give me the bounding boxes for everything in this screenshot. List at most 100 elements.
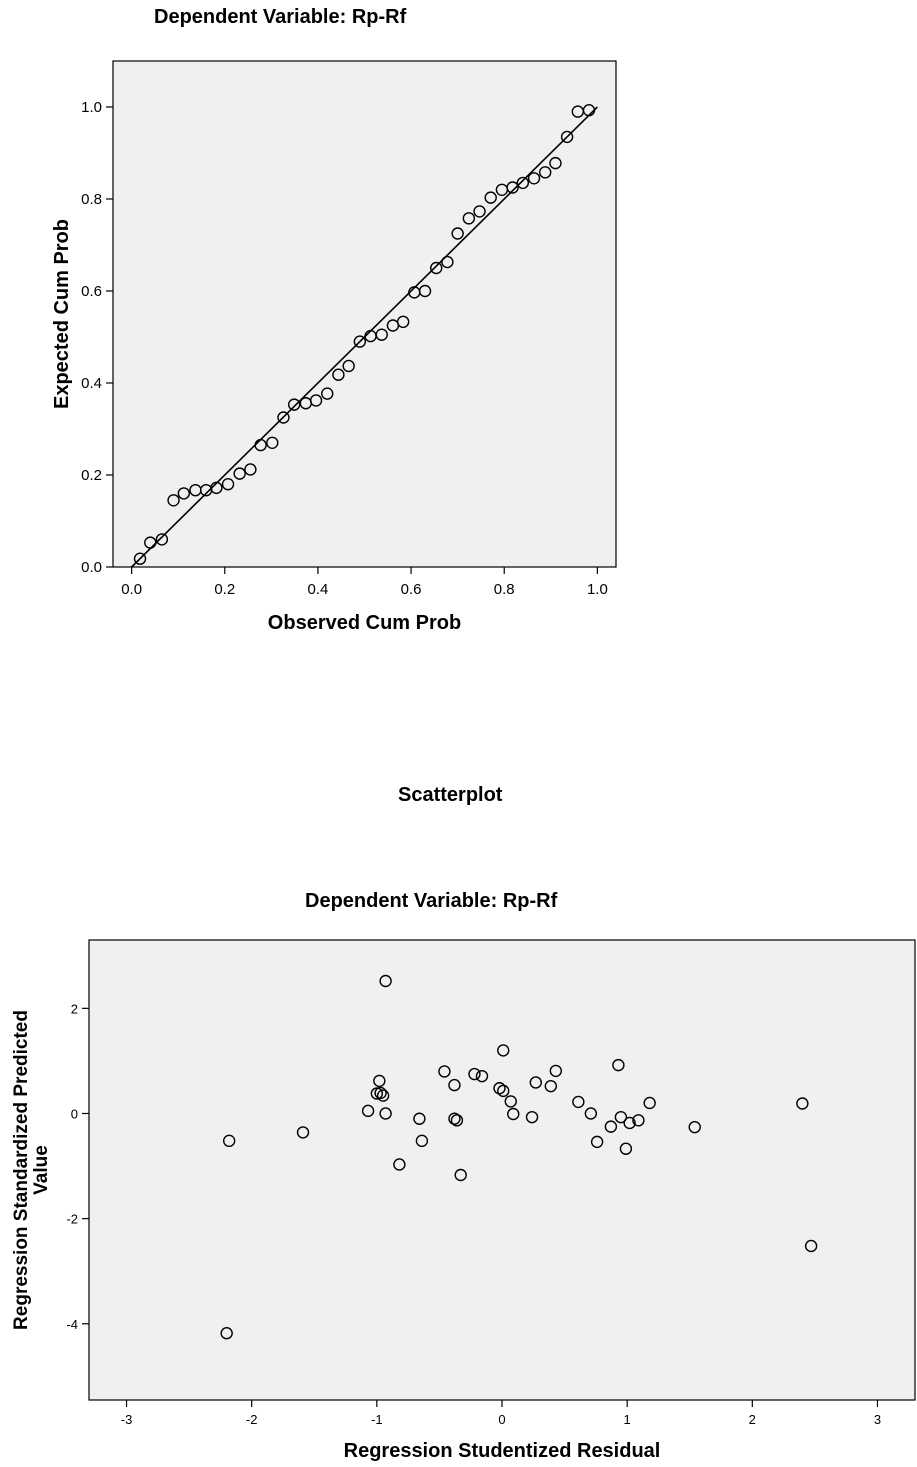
sc-x-tick-label: 3	[874, 1412, 881, 1427]
sc-y-tick-label: 2	[71, 1001, 78, 1016]
sc-x-tick-label: 0	[498, 1412, 505, 1427]
pp-x-tick-label: 0.4	[307, 581, 328, 598]
pp-point	[342, 359, 355, 373]
sc-y-axis-label-line2: Value	[31, 1145, 52, 1195]
sc-y-tick-label: -4	[66, 1317, 78, 1332]
sc-point	[529, 1076, 542, 1089]
pp-point	[516, 176, 530, 190]
sc-point	[475, 1069, 489, 1083]
sc-point	[379, 974, 392, 988]
sc-point	[796, 1097, 809, 1110]
pp-point	[430, 261, 443, 275]
pp-x-tick-label: 0.8	[494, 581, 515, 598]
sc-point	[450, 1114, 464, 1127]
sc-point	[549, 1064, 563, 1078]
chart2-title: Dependent Variable: Rp-Rf	[305, 890, 558, 912]
pp-point	[155, 533, 169, 546]
pp-point	[277, 411, 290, 424]
sc-x-tick-label: -1	[371, 1412, 383, 1427]
chart1-title: Dependent Variable: Rp-Rf	[154, 6, 407, 28]
pp-point	[396, 315, 410, 329]
pp-point	[539, 166, 552, 179]
sc-point	[688, 1120, 701, 1134]
sc-x-axis-label: Regression Studentized Residual	[344, 1440, 661, 1462]
pp-point	[233, 467, 246, 480]
sc-point	[544, 1079, 558, 1093]
sc-plot-area	[88, 939, 916, 1401]
pp-y-tick-label: 0.2	[81, 467, 102, 484]
sc-point	[222, 1134, 236, 1148]
pp-point	[309, 394, 323, 407]
pp-point	[221, 478, 235, 491]
pp-point	[133, 552, 147, 565]
pp-point	[210, 481, 223, 495]
pp-plot: 0.0 0.2 0.4 0.6 0.8 1.0 0.0 0.2 0.4 0.6 0.8 1.0 Obse…	[51, 60, 617, 634]
sc-point	[572, 1095, 585, 1109]
pp-point	[462, 212, 476, 225]
sc-x-tick-label: 1	[624, 1412, 631, 1427]
pp-point	[321, 387, 334, 400]
chart2-heading: Scatterplot	[398, 784, 503, 806]
pp-point	[549, 156, 562, 170]
sc-point	[220, 1327, 233, 1340]
sc-point	[448, 1078, 461, 1092]
sc-point	[504, 1095, 517, 1108]
pp-point	[144, 536, 157, 549]
sc-point	[438, 1065, 451, 1078]
sc-point	[296, 1126, 310, 1139]
sc-point	[370, 1087, 384, 1100]
pp-point	[484, 191, 497, 204]
pp-y-tick-label: 1.0	[81, 99, 102, 116]
pp-point	[177, 487, 190, 500]
sc-point	[454, 1168, 467, 1182]
sc-point	[604, 1120, 618, 1133]
sc-x-tick-label: 2	[749, 1412, 756, 1427]
sc-point	[623, 1116, 636, 1130]
pp-x-tick-label: 1.0	[587, 581, 608, 598]
pp-point	[244, 463, 257, 476]
pp-x-tick-label: 0.0	[121, 581, 142, 598]
sc-point	[376, 1089, 390, 1102]
pp-y-tick-label: 0.0	[81, 559, 102, 576]
pp-point	[441, 255, 454, 269]
pp-point	[353, 335, 367, 348]
pp-point	[254, 438, 267, 452]
sc-point	[497, 1044, 510, 1057]
sc-point	[361, 1104, 375, 1118]
sc-point	[497, 1084, 510, 1098]
pp-point	[506, 181, 519, 194]
pp-point	[167, 494, 180, 507]
pp-x-tick-label: 0.6	[401, 581, 422, 598]
pp-plot-area	[112, 60, 617, 568]
pp-y-axis-label: Expected Cum Prob	[51, 219, 73, 409]
pp-x-axis-label: Observed Cum Prob	[268, 612, 461, 634]
sc-point	[468, 1067, 481, 1081]
sc-point	[614, 1110, 628, 1124]
sc-x-tick-label: -3	[121, 1412, 133, 1427]
sc-point	[804, 1239, 818, 1253]
pp-point	[582, 104, 596, 117]
sc-point	[415, 1134, 429, 1148]
sc-y-tick-label: -2	[66, 1212, 78, 1227]
sc-point	[584, 1107, 598, 1120]
sc-y-tick-label: 0	[71, 1106, 78, 1121]
sc-point	[590, 1135, 604, 1149]
pp-point	[375, 328, 388, 341]
sc-point	[413, 1112, 426, 1125]
pp-point	[266, 436, 279, 449]
sc-point	[507, 1107, 520, 1121]
sc-point	[393, 1158, 406, 1171]
pp-y-tick-label: 0.4	[81, 375, 102, 392]
sc-point	[379, 1107, 392, 1120]
sc-y-axis-label-line1: Regression Standardized Predicted	[11, 1010, 32, 1330]
pp-point	[473, 205, 486, 218]
pp-point	[560, 130, 574, 144]
sc-point	[448, 1112, 461, 1125]
pp-point	[332, 368, 345, 381]
sc-point	[493, 1082, 506, 1095]
sc-point	[373, 1074, 386, 1088]
sc-point	[643, 1096, 656, 1110]
pp-point	[418, 284, 432, 298]
pp-point	[287, 398, 301, 411]
